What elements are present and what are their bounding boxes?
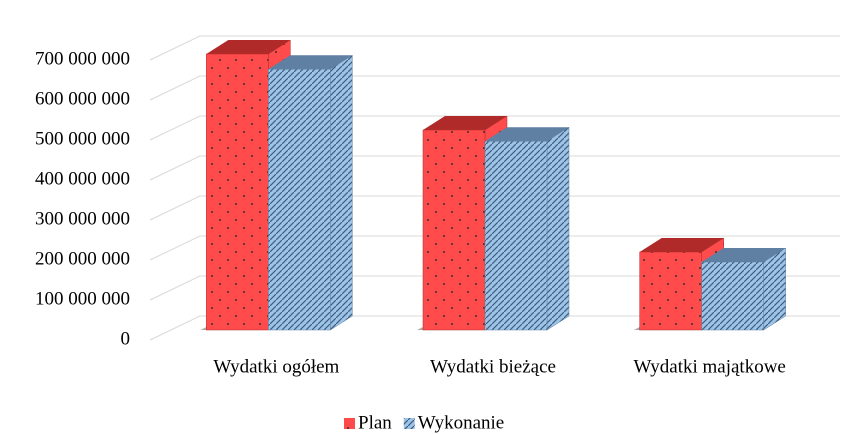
grid-line [149,315,840,341]
grid-line [149,35,840,61]
legend-swatch [403,418,415,429]
grid-line [149,275,840,301]
grid-line [149,235,840,261]
legend-swatch [344,418,355,429]
bar [206,53,269,331]
bar-side [546,126,570,331]
grid-line [149,155,840,181]
bar-top [268,55,353,70]
y-tick-label: 400 000 000 [35,168,130,189]
bar [268,68,331,331]
bar-top [701,248,786,262]
bar [422,129,486,331]
y-tick-label: 500 000 000 [35,128,130,149]
bar-top [423,116,507,130]
bar [639,251,702,331]
y-tick-label: 600 000 000 [35,88,130,109]
grid-line [149,115,840,141]
y-tick-label: 200 000 000 [35,248,130,269]
x-tick-label: Wydatki ogółem [213,356,339,377]
x-tick-label: Wydatki bieżące [430,356,556,377]
bar-top [485,127,569,142]
bar [701,261,764,331]
grid-line [149,195,840,221]
bar-top [639,238,724,252]
legend-label: Plan [358,412,392,433]
bar-side [330,54,353,331]
bar-side [763,247,786,331]
legend-label: Wykonanie [418,412,504,433]
grid-line [149,75,840,101]
x-tick-label: Wydatki majątkowe [633,356,785,377]
y-tick-label: 0 [121,328,131,349]
y-tick-label: 300 000 000 [35,208,130,229]
y-tick-label: 100 000 000 [35,288,130,309]
y-tick-label: 700 000 000 [35,48,130,69]
bar-top [206,40,291,54]
bar [484,140,548,331]
